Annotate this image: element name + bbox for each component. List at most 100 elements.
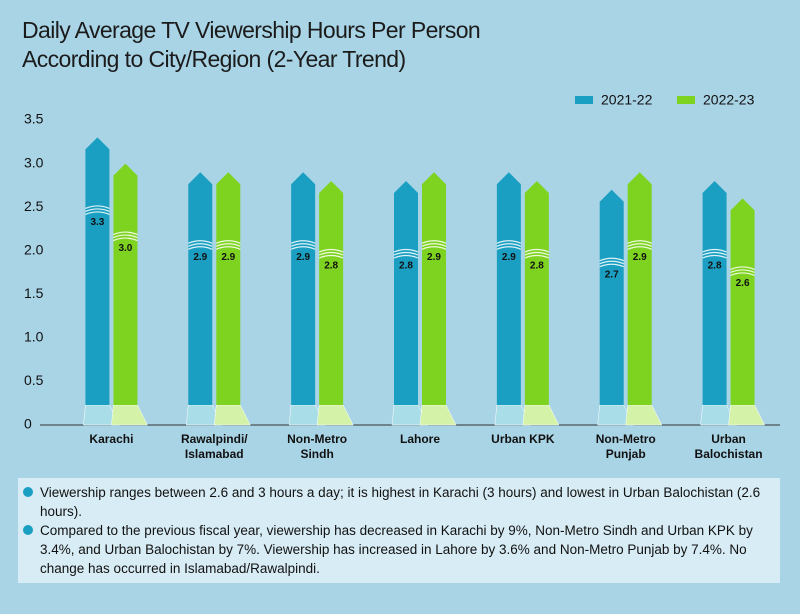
bar bbox=[188, 172, 213, 405]
bar-stripe bbox=[216, 243, 241, 247]
y-tick-label: 1.0 bbox=[24, 329, 44, 345]
legend-label: 2022-23 bbox=[703, 92, 755, 108]
bar-stripe bbox=[318, 251, 344, 256]
bar-stripe bbox=[188, 243, 213, 247]
bar-stripe bbox=[599, 263, 624, 268]
bar-stripe bbox=[702, 254, 727, 259]
bar-stripe bbox=[85, 205, 110, 209]
bar-stripe bbox=[290, 240, 316, 244]
value-label: 2.8 bbox=[530, 261, 544, 272]
value-label: 2.9 bbox=[502, 252, 516, 263]
bar-stripe bbox=[702, 248, 727, 253]
x-tick-label: Urban KPK bbox=[491, 432, 555, 446]
title-line: Daily Average TV Viewership Hours Per Pe… bbox=[22, 17, 481, 43]
bar-stripe bbox=[318, 254, 344, 259]
value-label: 2.7 bbox=[605, 269, 619, 280]
value-label: 2.8 bbox=[324, 261, 338, 272]
bar bbox=[216, 172, 241, 405]
bar-base bbox=[316, 404, 354, 426]
bar-stripe bbox=[524, 254, 550, 259]
bar-stripe bbox=[188, 246, 213, 250]
value-label: 3.0 bbox=[118, 243, 132, 254]
bar-stripe bbox=[627, 246, 652, 250]
y-tick-label: 0 bbox=[24, 416, 32, 432]
bar-stripe bbox=[627, 243, 652, 247]
bar-stripe bbox=[496, 240, 522, 244]
bar-stripe bbox=[113, 231, 138, 236]
bar bbox=[599, 189, 624, 405]
bar bbox=[394, 181, 418, 405]
bar-stripe bbox=[113, 234, 138, 239]
bar-stripe bbox=[216, 246, 241, 250]
bar-stripe bbox=[421, 246, 447, 250]
y-tick-label: 2.0 bbox=[24, 241, 44, 257]
bar-base bbox=[625, 404, 663, 426]
bar-stripe bbox=[85, 208, 110, 212]
bar-stripe bbox=[421, 243, 447, 247]
bar-stripe bbox=[599, 260, 624, 265]
note: Viewership ranges between 2.6 and 3 hour… bbox=[23, 483, 770, 521]
note: Compared to the previous fiscal year, vi… bbox=[23, 521, 770, 578]
x-tick-label: Non-Metro Punjab bbox=[595, 432, 656, 461]
bar bbox=[319, 181, 344, 405]
x-tick-label: Non-Metro Sindh bbox=[287, 432, 348, 461]
bar bbox=[422, 172, 446, 405]
bar-stripe bbox=[496, 246, 522, 250]
bar-stripe bbox=[393, 254, 419, 259]
value-label: 2.9 bbox=[296, 252, 310, 263]
bar-stripe bbox=[188, 240, 213, 244]
bar-stripe bbox=[496, 243, 522, 247]
bar bbox=[627, 172, 652, 405]
bar-base bbox=[111, 404, 148, 426]
bar-stripe bbox=[290, 246, 316, 250]
value-label: 2.8 bbox=[708, 261, 722, 272]
bar-stripe bbox=[730, 269, 755, 273]
y-tick-label: 2.5 bbox=[24, 198, 44, 214]
bar-base bbox=[728, 404, 765, 426]
chart-title: Daily Average TV Viewership Hours Per Pe… bbox=[22, 16, 481, 74]
bar-stripe bbox=[318, 248, 344, 253]
x-tick-label: Karachi bbox=[89, 432, 134, 446]
bar-base bbox=[522, 404, 560, 426]
bar-stripe bbox=[627, 240, 652, 244]
y-tick-label: 0.5 bbox=[24, 372, 44, 388]
bar-base bbox=[419, 404, 457, 426]
title-line: According to City/Region (2-Year Trend) bbox=[22, 46, 406, 72]
bar-stripe bbox=[393, 248, 419, 253]
bar-stripe bbox=[599, 257, 624, 262]
y-tick-label: 1.5 bbox=[24, 285, 44, 301]
legend-label: 2021-22 bbox=[601, 92, 653, 108]
bar bbox=[524, 181, 549, 405]
value-label: 2.9 bbox=[193, 252, 207, 263]
y-tick-label: 3.5 bbox=[24, 111, 44, 127]
legend-swatch bbox=[575, 96, 593, 104]
value-label: 2.8 bbox=[399, 261, 413, 272]
x-tick-label: Rawalpindi/ Islamabad bbox=[180, 432, 248, 461]
bar bbox=[113, 163, 138, 405]
notes-box: Viewership ranges between 2.6 and 3 hour… bbox=[18, 478, 780, 583]
value-label: 2.9 bbox=[633, 252, 647, 263]
bar-stripe bbox=[113, 237, 138, 242]
y-tick-label: 3.0 bbox=[24, 154, 44, 170]
bar-stripe bbox=[730, 272, 755, 276]
legend-swatch bbox=[677, 96, 695, 104]
bar-base bbox=[214, 404, 251, 426]
bar-stripe bbox=[730, 266, 755, 270]
bar-stripe bbox=[393, 251, 419, 256]
bar-stripe bbox=[216, 240, 241, 244]
value-label: 3.3 bbox=[90, 217, 104, 228]
bar bbox=[496, 172, 521, 405]
bar bbox=[85, 137, 110, 405]
bar-stripe bbox=[85, 211, 110, 215]
value-label: 2.6 bbox=[736, 278, 750, 289]
bar-stripe bbox=[421, 240, 447, 244]
bar-stripe bbox=[524, 251, 550, 256]
bar-stripe bbox=[290, 243, 316, 247]
value-label: 2.9 bbox=[221, 252, 235, 263]
bar-stripe bbox=[702, 251, 727, 256]
value-label: 2.9 bbox=[427, 252, 441, 263]
bar bbox=[702, 181, 727, 405]
x-tick-label: Lahore bbox=[399, 432, 440, 446]
